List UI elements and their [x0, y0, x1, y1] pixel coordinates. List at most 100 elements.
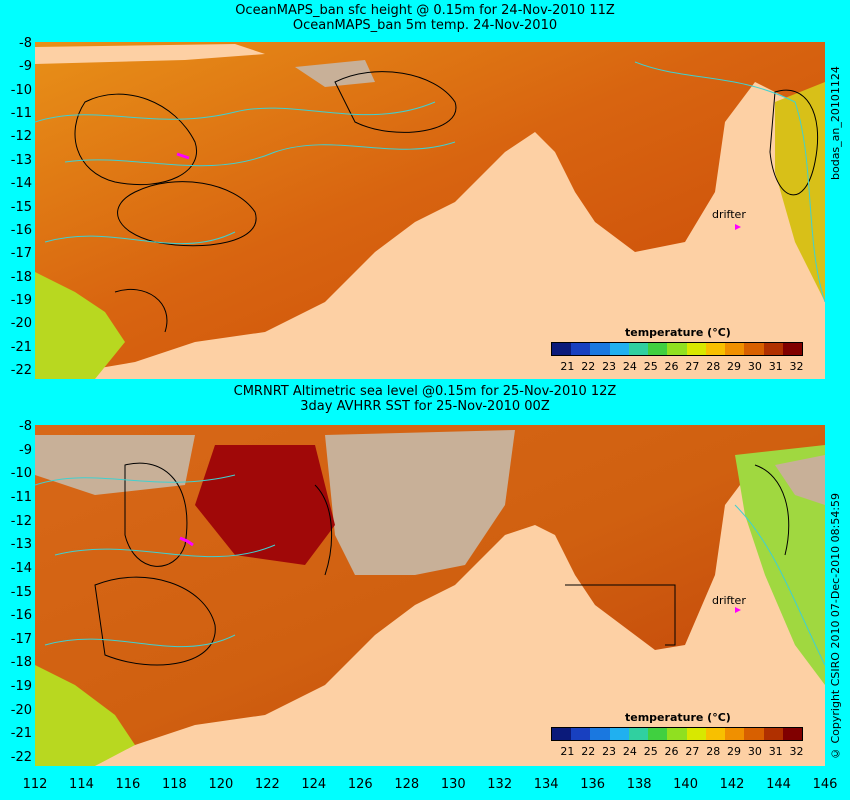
longitude-tick-label: 140	[673, 777, 698, 792]
latitude-tick-label: -11	[10, 489, 32, 505]
colorbar-swatch	[686, 343, 706, 355]
top-side-label: bodas_an_20101124	[829, 66, 842, 180]
colorbar-swatch	[705, 343, 726, 355]
colorbar-tick-label: 26	[664, 745, 679, 758]
bottom-nodata-central	[325, 430, 515, 575]
latitude-tick-label: -17	[10, 246, 32, 262]
colorbar-swatch	[686, 728, 706, 740]
bottom-colorbar-labels: 21 22 23 24 25 26 27 28 29 30 31 32	[557, 745, 807, 758]
bottom-drifter-track	[179, 536, 194, 547]
top-colorbar	[551, 342, 803, 356]
latitude-tick-label: -22	[10, 363, 32, 378]
colorbar-tick-label: 22	[581, 360, 596, 373]
latitude-tick-label: -9	[19, 442, 32, 458]
latitude-tick-label: -10	[10, 82, 32, 98]
latitude-tick-label: -15	[10, 584, 32, 600]
colorbar-tick-label: 32	[789, 745, 804, 758]
top-nodata-timor	[295, 60, 375, 87]
colorbar-tick-label: 28	[706, 745, 721, 758]
colorbar-swatch	[552, 728, 572, 740]
top-drifter-track	[176, 152, 190, 160]
bottom-contours	[94, 462, 790, 666]
colorbar-swatch	[744, 343, 764, 355]
latitude-tick-label: -20	[10, 702, 32, 718]
colorbar-tick-label: 29	[727, 360, 742, 373]
bottom-nodata-east	[775, 455, 825, 505]
top-title-line2: OceanMAPS_ban 5m temp. 24-Nov-2010	[292, 18, 558, 33]
colorbar-swatch	[628, 343, 649, 355]
colorbar-tick-label: 30	[747, 745, 762, 758]
colorbar-swatch	[648, 343, 668, 355]
longitude-tick-label: 126	[347, 777, 373, 792]
latitude-tick-label: -15	[10, 199, 32, 215]
latitude-tick-label: -8	[19, 36, 32, 51]
latitude-tick-label: -22	[10, 750, 32, 765]
colorbar-swatch	[571, 343, 591, 355]
bottom-nodata-west	[35, 435, 195, 495]
latitude-tick-label: -13	[10, 537, 32, 553]
latitude-tick-label: -13	[10, 152, 32, 168]
latitude-tick-label: -14	[10, 176, 32, 192]
bottom-hot-area	[195, 445, 335, 565]
longitude-tick-label: 116	[115, 777, 141, 792]
top-map-svg	[35, 42, 825, 379]
longitude-tick-label: 120	[208, 777, 234, 792]
top-colorbar-labels: 21 22 23 24 25 26 27 28 29 30 31 32	[557, 360, 807, 373]
bottom-drifter-marker	[735, 607, 741, 613]
top-cool-area	[35, 272, 125, 379]
longitude-tick-label: 144	[766, 777, 791, 792]
colorbar-tick-label: 25	[643, 745, 658, 758]
colorbar-tick-label: 23	[602, 745, 617, 758]
longitude-tick-label: 124	[301, 777, 327, 792]
bottom-title-line1: CMRNRT Altimetric sea level @0.15m for 2…	[233, 384, 617, 399]
top-cool-area-east	[775, 82, 825, 302]
bottom-drifter-label: drifter	[712, 594, 746, 607]
top-drifter-label: drifter	[712, 208, 746, 221]
top-contours	[74, 71, 819, 333]
longitude-tick-label: 118	[161, 777, 187, 792]
bottom-map-panel: drifter temperature (°C) 21 22 23 24 25 26 27 2…	[35, 425, 825, 766]
bottom-cyan-contours	[35, 474, 825, 666]
colorbar-swatch	[648, 728, 668, 740]
colorbar-tick-label: 25	[643, 360, 658, 373]
longitude-tick-label: 136	[580, 777, 606, 792]
latitude-tick-label: -12	[10, 129, 32, 145]
colorbar-swatch	[667, 343, 687, 355]
latitude-tick-label: -14	[10, 560, 32, 576]
colorbar-tick-label: 21	[560, 360, 575, 373]
top-drifter-marker	[735, 224, 741, 230]
longitude-tick-label: 142	[719, 777, 745, 792]
colorbar-swatch	[763, 343, 783, 355]
latitude-tick-label: -16	[10, 608, 32, 624]
colorbar-swatch	[705, 728, 726, 740]
colorbar-tick-label: 24	[622, 360, 637, 373]
bottom-cool-area-east	[735, 445, 825, 685]
colorbar-tick-label: 31	[768, 360, 783, 373]
bottom-title-line2: 3day AVHRR SST for 25-Nov-2010 00Z	[300, 399, 550, 414]
latitude-tick-label: -19	[10, 292, 32, 308]
longitude-tick-label: 130	[440, 777, 466, 792]
longitude-tick-label: 132	[487, 777, 513, 792]
latitude-tick-label: -10	[10, 466, 32, 482]
colorbar-swatch	[744, 728, 764, 740]
latitude-tick-label: -8	[19, 419, 32, 434]
latitude-tick-label: -18	[10, 655, 32, 671]
latitude-tick-label: -16	[10, 222, 32, 238]
colorbar-tick-label: 27	[685, 745, 700, 758]
longitude-tick-label: 128	[394, 777, 420, 792]
latitude-tick-label: -19	[10, 679, 32, 695]
latitude-tick-label: -20	[10, 316, 32, 332]
bottom-side-label: © Copyright CSIRO 2010 07-Dec-2010 08:54…	[829, 492, 842, 760]
colorbar-tick-label: 24	[622, 745, 637, 758]
colorbar-tick-label: 32	[789, 360, 804, 373]
colorbar-swatch	[725, 728, 745, 740]
top-sea-area	[35, 42, 825, 379]
colorbar-swatch	[628, 728, 649, 740]
top-nodata-java	[35, 44, 265, 64]
colorbar-tick-label: 30	[747, 360, 762, 373]
top-map-panel: drifter temperature (°C) 21 22 23 24 25 26 27 2…	[35, 42, 825, 379]
colorbar-swatch	[609, 728, 629, 740]
latitude-tick-label: -9	[19, 59, 32, 75]
top-title-line1: OceanMAPS_ban sfc height @ 0.15m for 24-…	[235, 3, 615, 18]
colorbar-tick-label: 31	[768, 745, 783, 758]
